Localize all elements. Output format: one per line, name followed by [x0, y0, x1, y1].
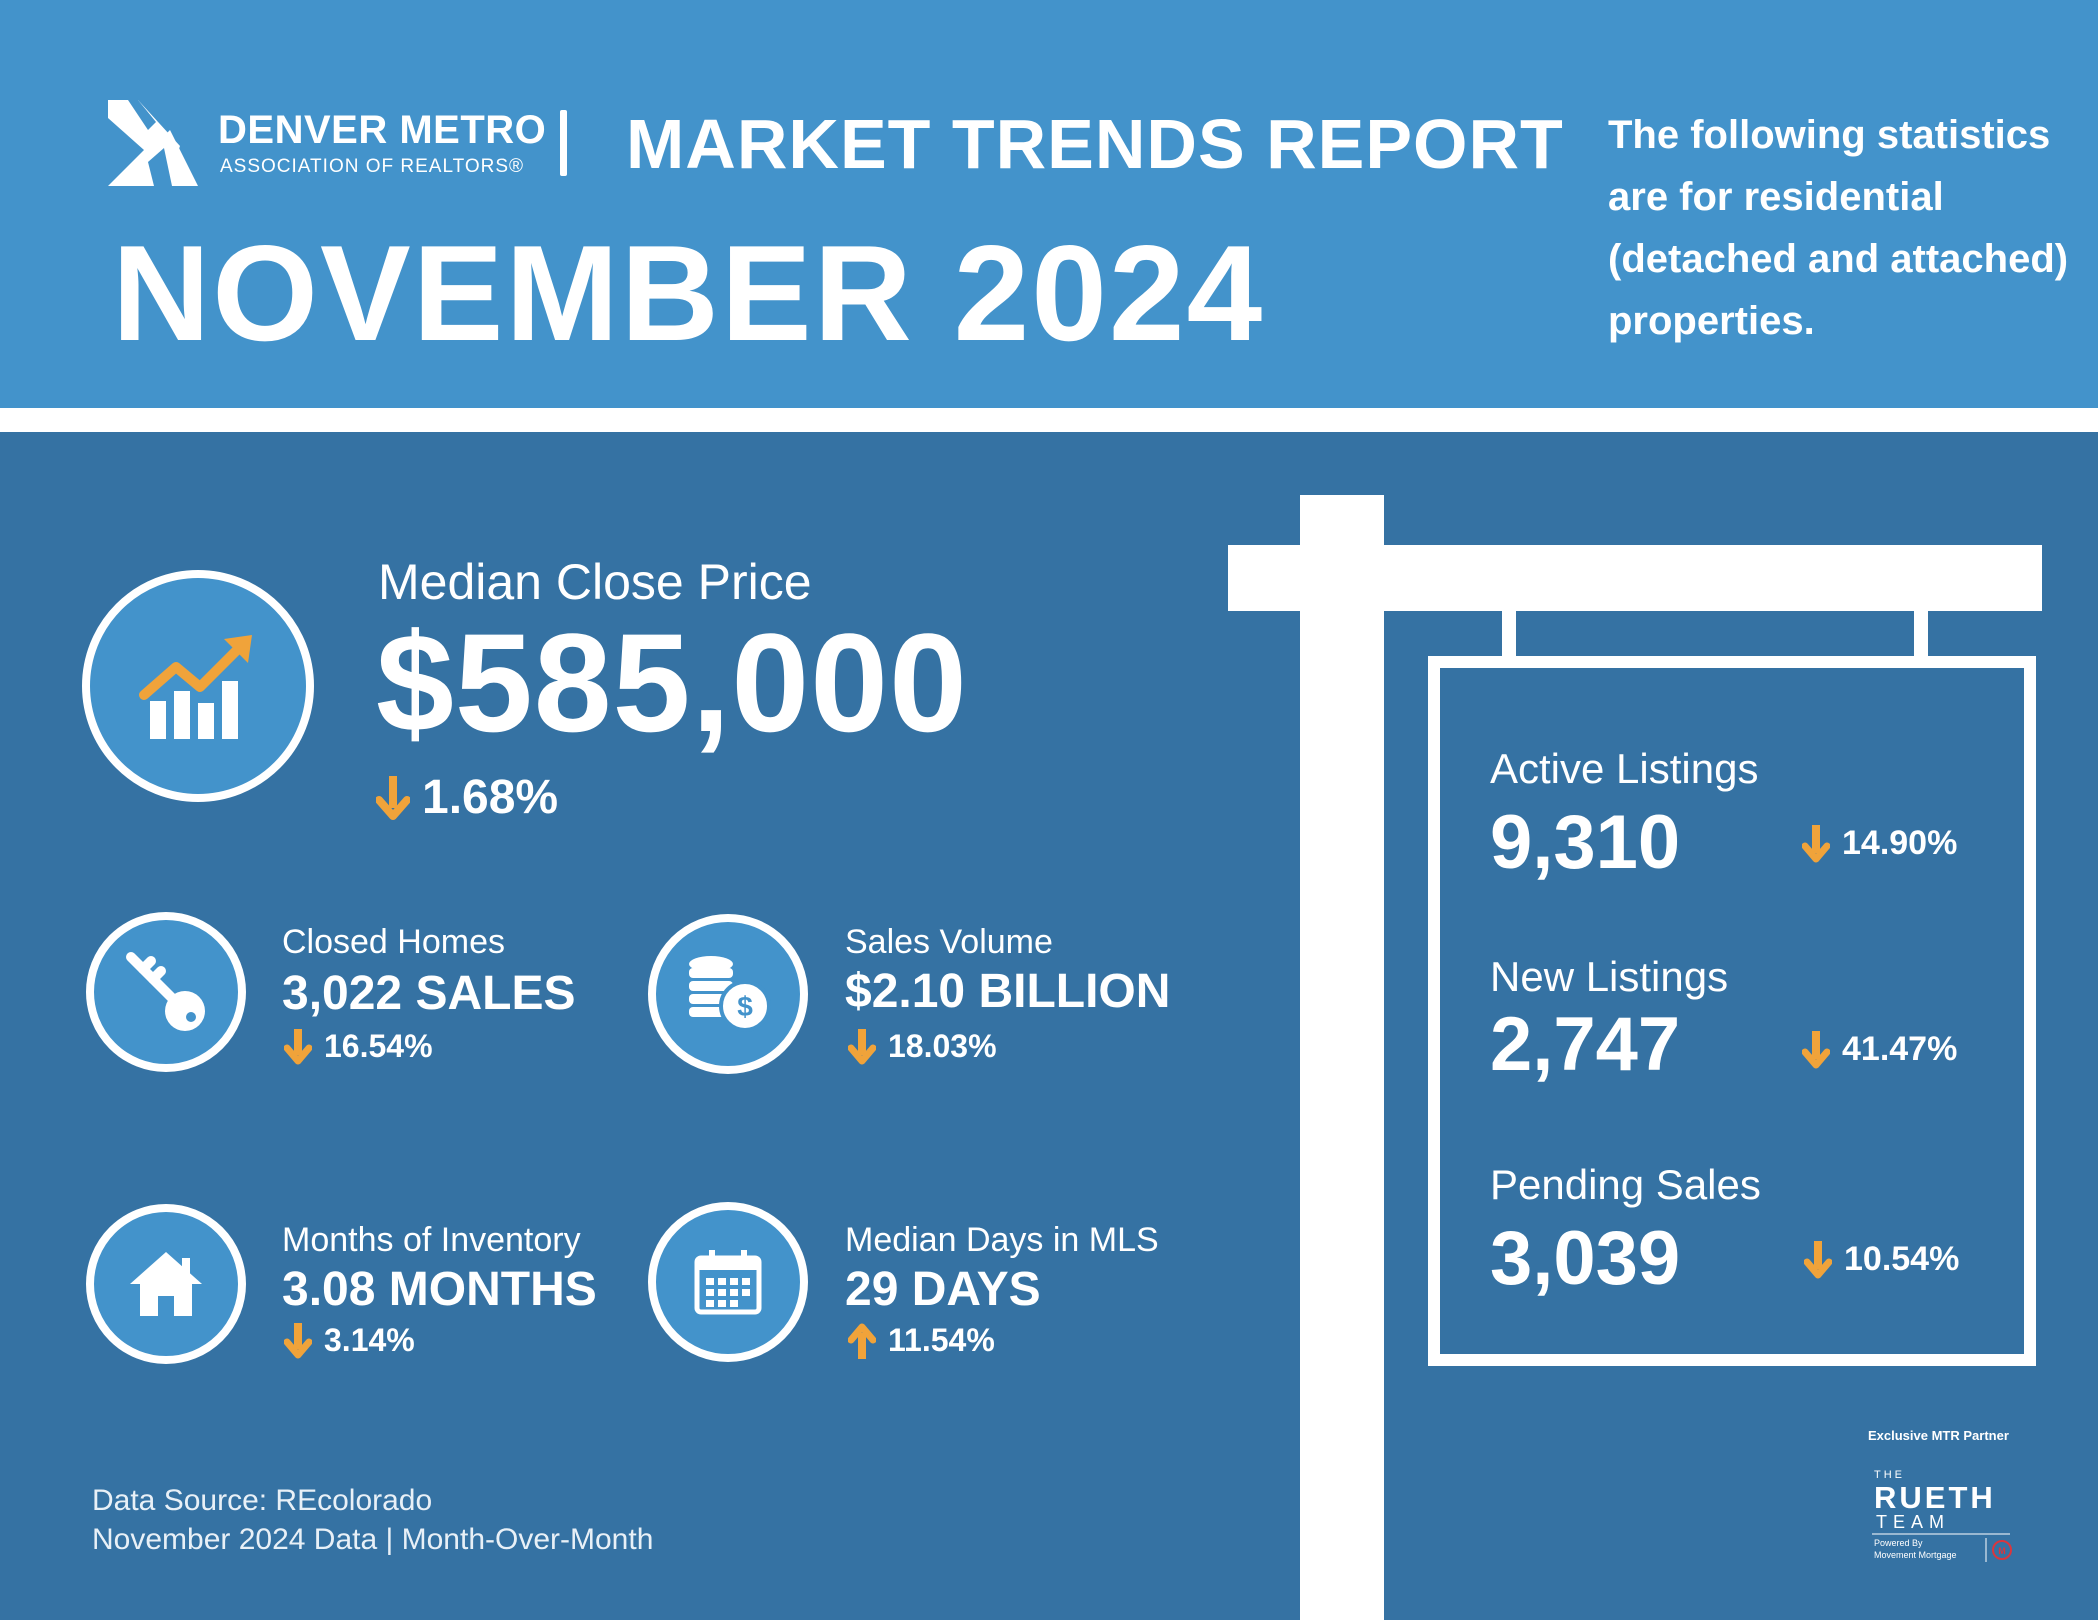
- main-panel: [0, 432, 2098, 1620]
- arrow-up-icon: [848, 1323, 876, 1359]
- sign-board: [1428, 656, 2036, 1366]
- months-inventory-change: 3.14%: [284, 1322, 415, 1359]
- median-days-change-value: 11.54%: [888, 1322, 995, 1358]
- pending-sales-change-value: 10.54%: [1844, 1240, 1960, 1278]
- sales-volume-value: $2.10 BILLION: [845, 965, 1171, 1018]
- partner-team: TEAM: [1876, 1512, 1950, 1532]
- arrow-down-icon: [284, 1322, 312, 1358]
- headline-label: Median Close Price: [378, 554, 812, 610]
- sign-hook-left: [1502, 611, 1516, 661]
- key-icon-circle: [86, 912, 246, 1072]
- org-subtitle: ASSOCIATION OF REALTORS®: [220, 156, 525, 177]
- median-days-label: Median Days in MLS: [845, 1221, 1159, 1259]
- closed-homes-label: Closed Homes: [282, 923, 505, 961]
- headline-value: $585,000: [376, 604, 968, 761]
- title-divider: [560, 110, 567, 176]
- sign-hook-right: [1914, 611, 1928, 661]
- arrow-down-icon: [284, 1028, 312, 1064]
- new-listings-change: 41.47%: [1802, 1030, 1957, 1069]
- months-inventory-value: 3.08 MONTHS: [282, 1263, 597, 1316]
- svg-text:M: M: [1998, 1546, 2006, 1556]
- new-listings-value: 2,747: [1490, 1002, 1681, 1087]
- arrow-down-icon: [1802, 1030, 1830, 1068]
- pending-sales-label: Pending Sales: [1490, 1161, 1761, 1208]
- headline-change: 1.68%: [376, 770, 558, 825]
- sign-post: [1300, 495, 1384, 1620]
- arrow-down-icon: [1804, 1240, 1832, 1278]
- closed-homes-value: 3,022 SALES: [282, 967, 576, 1020]
- partner-label: Exclusive MTR Partner: [1868, 1428, 2009, 1443]
- closed-homes-change: 16.54%: [284, 1028, 433, 1065]
- house-icon-circle: [86, 1204, 246, 1364]
- partner-the: THE: [1874, 1469, 1905, 1481]
- coins-icon-circle: $: [648, 914, 808, 1074]
- growth-chart-icon: [139, 635, 252, 739]
- rueth-team-logo: THE RUETH TEAM Powered By Movement Mortg…: [1872, 1469, 2012, 1562]
- new-listings-change-value: 41.47%: [1842, 1030, 1958, 1068]
- active-listings-value: 9,310: [1490, 800, 1681, 885]
- months-inventory-change-value: 3.14%: [324, 1322, 415, 1358]
- new-listings-label: New Listings: [1490, 953, 1729, 1000]
- headline-change-value: 1.68%: [422, 771, 559, 824]
- statistics-note: The following statistics are for residen…: [1608, 113, 2069, 343]
- data-source: Data Source: REcolorado: [92, 1484, 433, 1517]
- calendar-icon-circle: [648, 1202, 808, 1362]
- pending-sales-value: 3,039: [1490, 1216, 1681, 1301]
- arrow-down-icon: [848, 1028, 876, 1064]
- active-listings-change-value: 14.90%: [1842, 824, 1958, 862]
- svg-text:$: $: [737, 991, 753, 1022]
- header-divider: [0, 408, 2098, 432]
- sales-volume-change-value: 18.03%: [888, 1028, 997, 1064]
- closed-homes-change-value: 16.54%: [324, 1028, 433, 1064]
- month-title: NOVEMBER 2024: [112, 217, 1265, 369]
- arrow-down-icon: [1802, 824, 1830, 862]
- sign-arm: [1228, 545, 2042, 611]
- partner-name: RUETH: [1874, 1480, 1996, 1515]
- partner-company: Movement Mortgage: [1874, 1550, 1957, 1560]
- active-listings-label: Active Listings: [1490, 745, 1759, 792]
- org-name: DENVER METRO: [218, 108, 547, 152]
- sign-board-inner: [1442, 670, 2022, 1352]
- median-days-change: 11.54%: [848, 1322, 995, 1359]
- sales-volume-change: 18.03%: [848, 1028, 997, 1065]
- pending-sales-change: 10.54%: [1804, 1240, 1959, 1279]
- data-period: November 2024 Data | Month-Over-Month: [92, 1523, 654, 1556]
- calendar-icon: [694, 1250, 762, 1315]
- header-banner: [0, 0, 2098, 408]
- median-days-value: 29 DAYS: [845, 1263, 1041, 1316]
- coins-icon: $: [689, 956, 771, 1032]
- key-icon: [126, 952, 205, 1031]
- growth-chart-icon-circle: [82, 570, 314, 802]
- movement-mortgage-icon: [1992, 1540, 2012, 1560]
- sales-volume-label: Sales Volume: [845, 923, 1053, 961]
- dmar-logo-icon: [108, 100, 198, 186]
- active-listings-change: 14.90%: [1802, 824, 1957, 863]
- arrow-down-icon: [376, 775, 410, 820]
- house-icon: [130, 1252, 202, 1316]
- report-title: MARKET TRENDS REPORT: [626, 105, 1564, 183]
- partner-powered: Powered By: [1874, 1538, 1923, 1548]
- months-inventory-label: Months of Inventory: [282, 1221, 581, 1259]
